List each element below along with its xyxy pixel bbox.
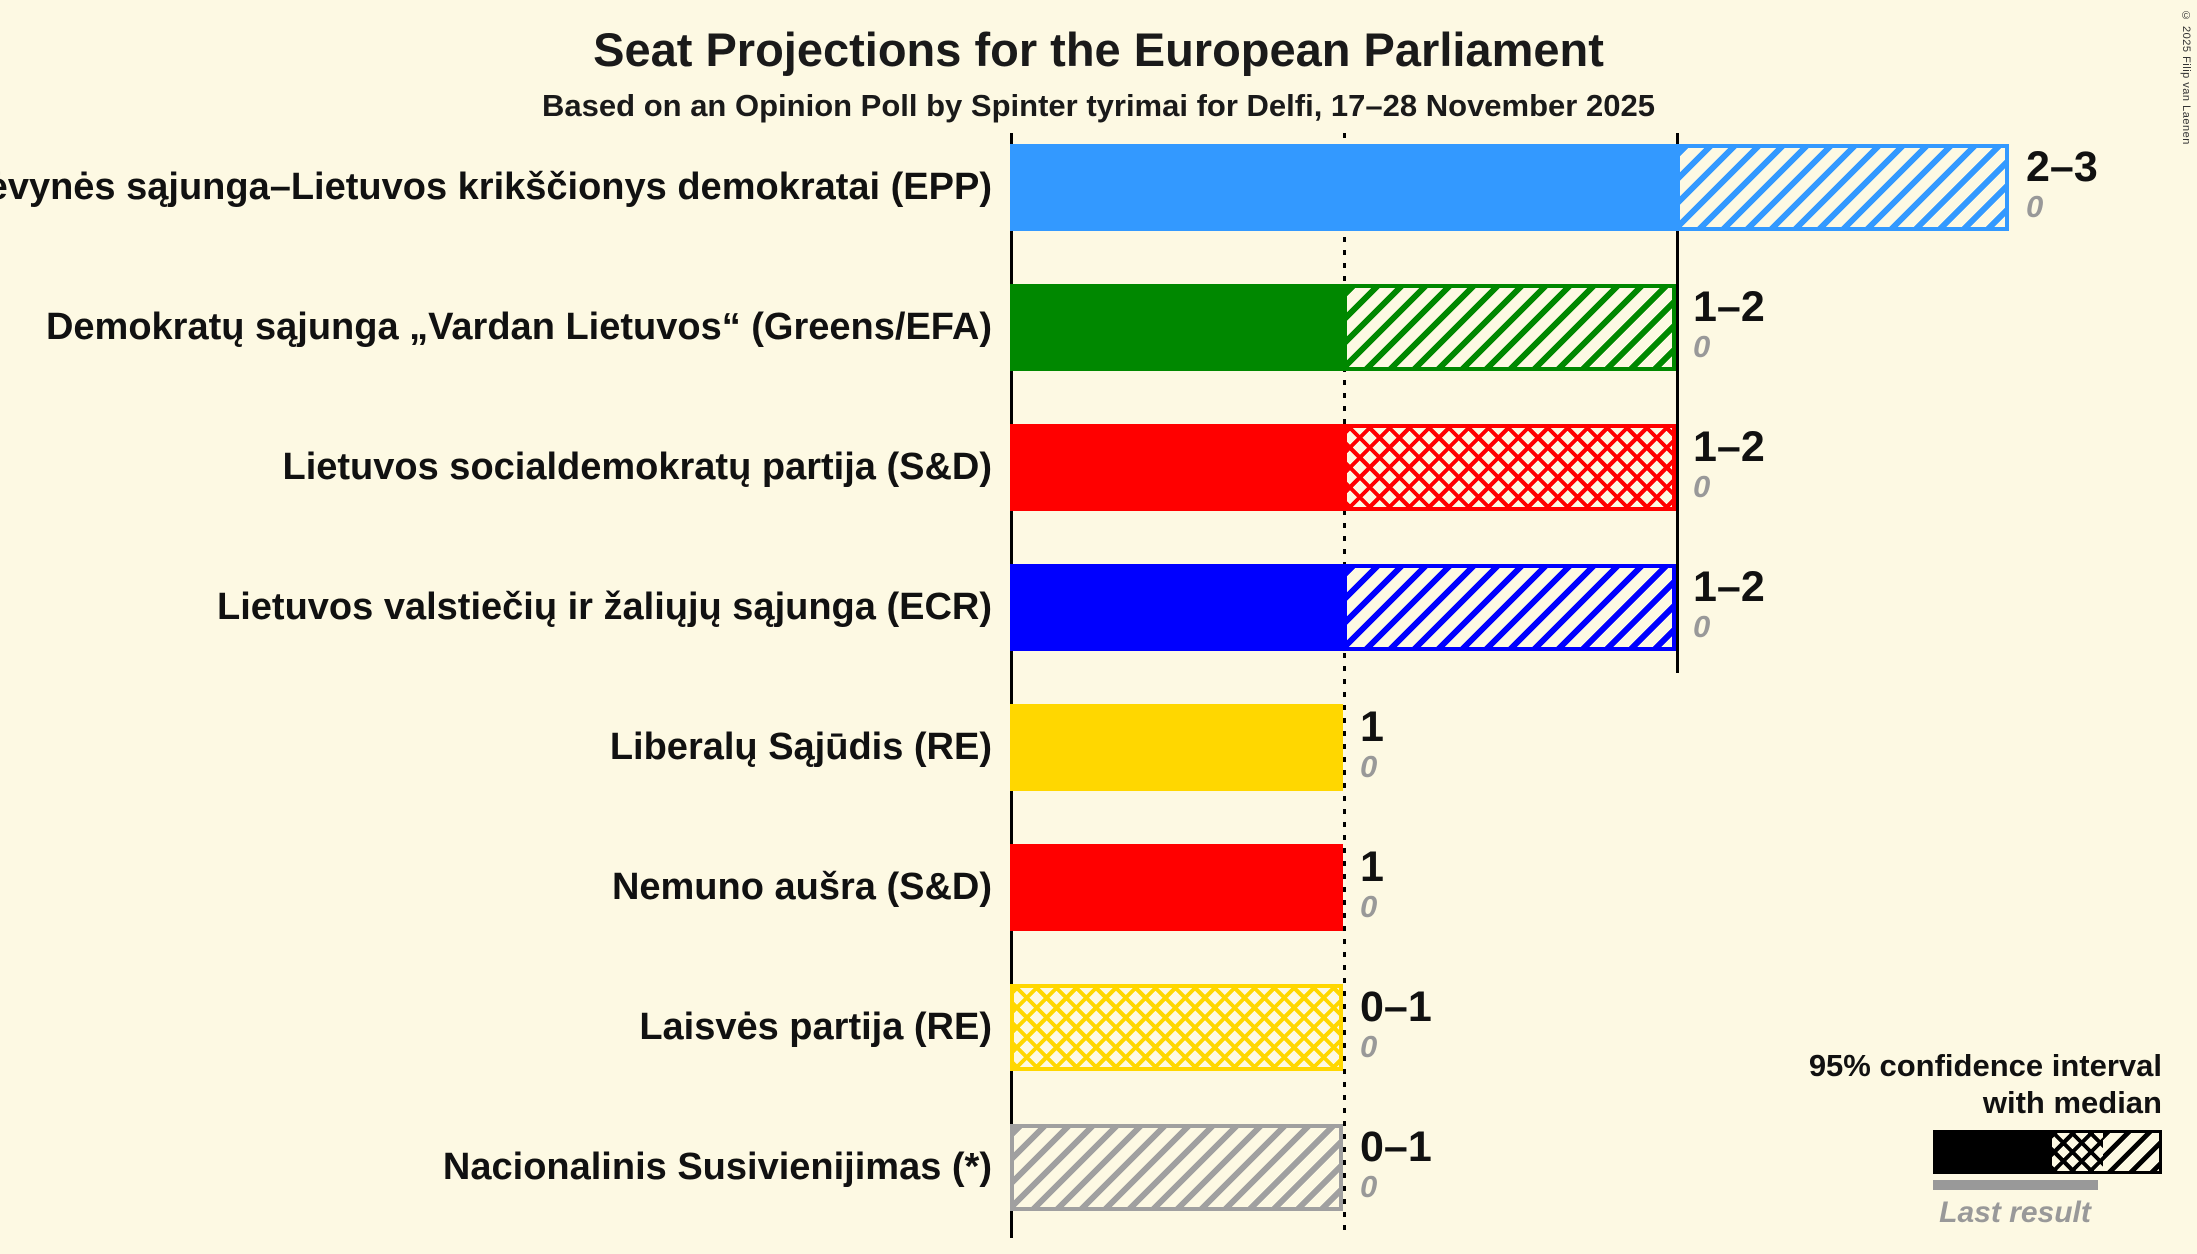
seat-projection-bar [1010,704,1343,791]
seat-projection-bar [1010,284,1676,371]
ci-range-label: 0–1 [1360,1123,1432,1171]
chart-subtitle: Based on an Opinion Poll by Spinter tyri… [542,88,1655,123]
bar-solid-segment [1010,704,1343,791]
bar-solid-segment [1010,424,1343,511]
ci-range-label: 1–2 [1693,423,1765,471]
last-result-value: 0 [1693,469,1711,505]
seat-projection-bar [1010,424,1676,511]
legend-last-result-label: Last result [1939,1196,2091,1229]
last-result-value: 0 [1693,609,1711,645]
bar-value-block: 0–1 0 [1360,1123,1432,1205]
bar-value-block: 1–2 0 [1693,423,1765,505]
bar-value-block: 2–3 0 [2026,143,2098,225]
party-label: Nemuno aušra (S&D) [611,866,992,908]
party-row: Nemuno aušra (S&D) 1 0 [0,844,2197,931]
legend-ci-label: 95% confidence interval with median [1809,1048,2162,1121]
party-row: Laisvės partija (RE) 0–1 0 [0,984,2197,1071]
copyright-note: © 2025 Filip van Laenen [2180,10,2192,145]
dotted-gridline-one-seat [1343,133,1346,1238]
seat-projection-bar [1010,564,1676,651]
bar-value-block: 1–2 0 [1693,563,1765,645]
legend-crosshatch-segment [2051,1133,2104,1171]
legend-solid-segment [1936,1133,2052,1171]
legend-ci-line2: with median [1982,1084,2162,1120]
party-label: Demokratų sąjunga „Vardan Lietuvos“ (Gre… [45,306,992,348]
ci-range-label: 2–3 [2026,143,2098,191]
bar-value-block: 1 0 [1360,843,1384,925]
bar-value-block: 1–2 0 [1693,283,1765,365]
seat-projection-bar [1010,144,2009,231]
party-label: Laisvės partija (RE) [639,1006,992,1048]
ci-range-label: 1 [1360,843,1384,891]
solid-gridline-two-seats [1676,133,1679,673]
ci-range-label: 1–2 [1693,283,1765,331]
party-row: Lietuvos socialdemokratų partija (S&D) 1… [0,424,2197,511]
legend-diagonal-segment [2103,1133,2159,1171]
party-row: Lietuvos valstiečių ir žaliųjų sąjunga (… [0,564,2197,651]
party-label: Tėvynės sąjunga–Lietuvos krikščionys dem… [0,166,992,208]
last-result-value: 0 [1360,889,1378,925]
bar-confidence-hatch-segment [1343,424,1676,511]
party-row: Tėvynės sąjunga–Lietuvos krikščionys dem… [0,144,2197,231]
bar-solid-segment [1010,564,1343,651]
last-result-value: 0 [1360,1169,1378,1205]
zero-axis-line [1010,133,1013,1238]
party-row: Demokratų sąjunga „Vardan Lietuvos“ (Gre… [0,284,2197,371]
seat-projection-bar [1010,984,1343,1071]
seat-projection-bar [1010,844,1343,931]
party-label: Lietuvos socialdemokratų partija (S&D) [282,446,993,488]
bar-confidence-hatch-segment [1676,144,2009,231]
bar-solid-segment [1010,144,1676,231]
last-result-value: 0 [1693,329,1711,365]
bar-confidence-hatch-segment [1343,564,1676,651]
ci-range-label: 1–2 [1693,563,1765,611]
bar-confidence-hatch-segment [1343,284,1676,371]
legend-ci-sample-bar [1933,1130,2162,1174]
party-label: Liberalų Sąjūdis (RE) [609,726,992,768]
party-row: Liberalų Sąjūdis (RE) 1 0 [0,704,2197,791]
bar-solid-segment [1010,844,1343,931]
last-result-value: 0 [1360,1029,1378,1065]
bar-value-block: 0–1 0 [1360,983,1432,1065]
legend-last-result-marker [1933,1180,2098,1190]
party-label: Lietuvos valstiečių ir žaliųjų sąjunga (… [217,586,992,628]
legend-ci-line1: 95% confidence interval [1808,1048,2162,1083]
bar-value-block: 1 0 [1360,703,1384,785]
party-row: Nacionalinis Susivienijimas (*) 0–1 0 [0,1124,2197,1211]
bar-confidence-hatch-segment [1010,1124,1343,1211]
party-label: Nacionalinis Susivienijimas (*) [442,1146,992,1188]
ci-range-label: 0–1 [1360,983,1432,1031]
bar-confidence-hatch-segment [1010,984,1343,1071]
last-result-value: 0 [2026,189,2044,225]
last-result-value: 0 [1360,749,1378,785]
seat-projection-bar [1010,1124,1343,1211]
ci-range-label: 1 [1360,703,1384,751]
bar-solid-segment [1010,284,1343,371]
chart-title: Seat Projections for the European Parlia… [593,23,1604,76]
